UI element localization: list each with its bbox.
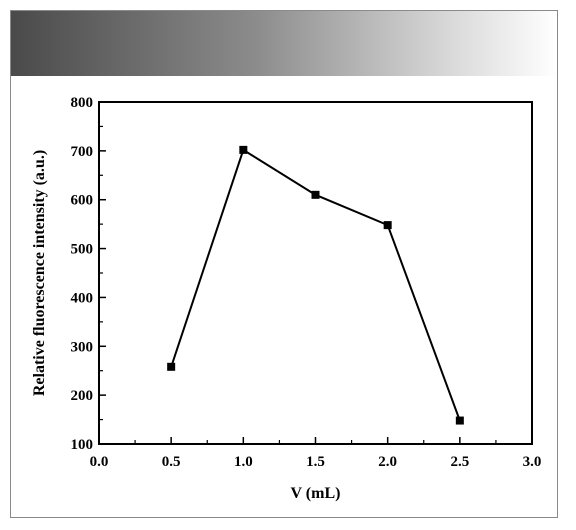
x-tick-label: 2.5 <box>450 454 469 470</box>
data-point-marker <box>239 145 248 154</box>
plot-area <box>98 101 533 445</box>
x-tick-label: 2.0 <box>378 454 397 470</box>
y-tick-label: 700 <box>71 144 94 160</box>
y-axis-title: Relative fluorescence intensity (a.u.) <box>31 150 48 396</box>
data-point-marker <box>167 362 176 371</box>
y-tick-label: 100 <box>71 437 94 453</box>
series-markers <box>167 145 464 425</box>
x-axis-title: V (mL) <box>291 485 341 502</box>
x-tick-label: 1.0 <box>234 454 253 470</box>
header-gradient-band <box>11 11 557 76</box>
y-tick-label: 300 <box>71 339 94 355</box>
y-tick-label: 800 <box>71 95 94 111</box>
data-point-marker <box>455 416 464 425</box>
y-tick-label: 200 <box>71 388 94 404</box>
y-tick-label: 500 <box>71 242 94 258</box>
y-tick-label: 600 <box>71 193 94 209</box>
series-line <box>170 148 461 421</box>
data-point-marker <box>311 190 320 199</box>
figure-frame <box>10 10 558 518</box>
y-tick-label: 400 <box>71 290 94 306</box>
x-tick-label: 0.0 <box>90 454 109 470</box>
x-tick-label: 3.0 <box>523 454 542 470</box>
x-axis-ticks: 0.0 0.5 1.0 1.5 2.0 2.5 3.0 <box>90 437 542 470</box>
x-tick-label: 1.5 <box>306 454 325 470</box>
data-point-marker <box>383 221 392 230</box>
x-tick-label: 0.5 <box>162 454 181 470</box>
y-axis-ticks: 100 200 300 400 500 600 700 800 <box>71 95 106 453</box>
